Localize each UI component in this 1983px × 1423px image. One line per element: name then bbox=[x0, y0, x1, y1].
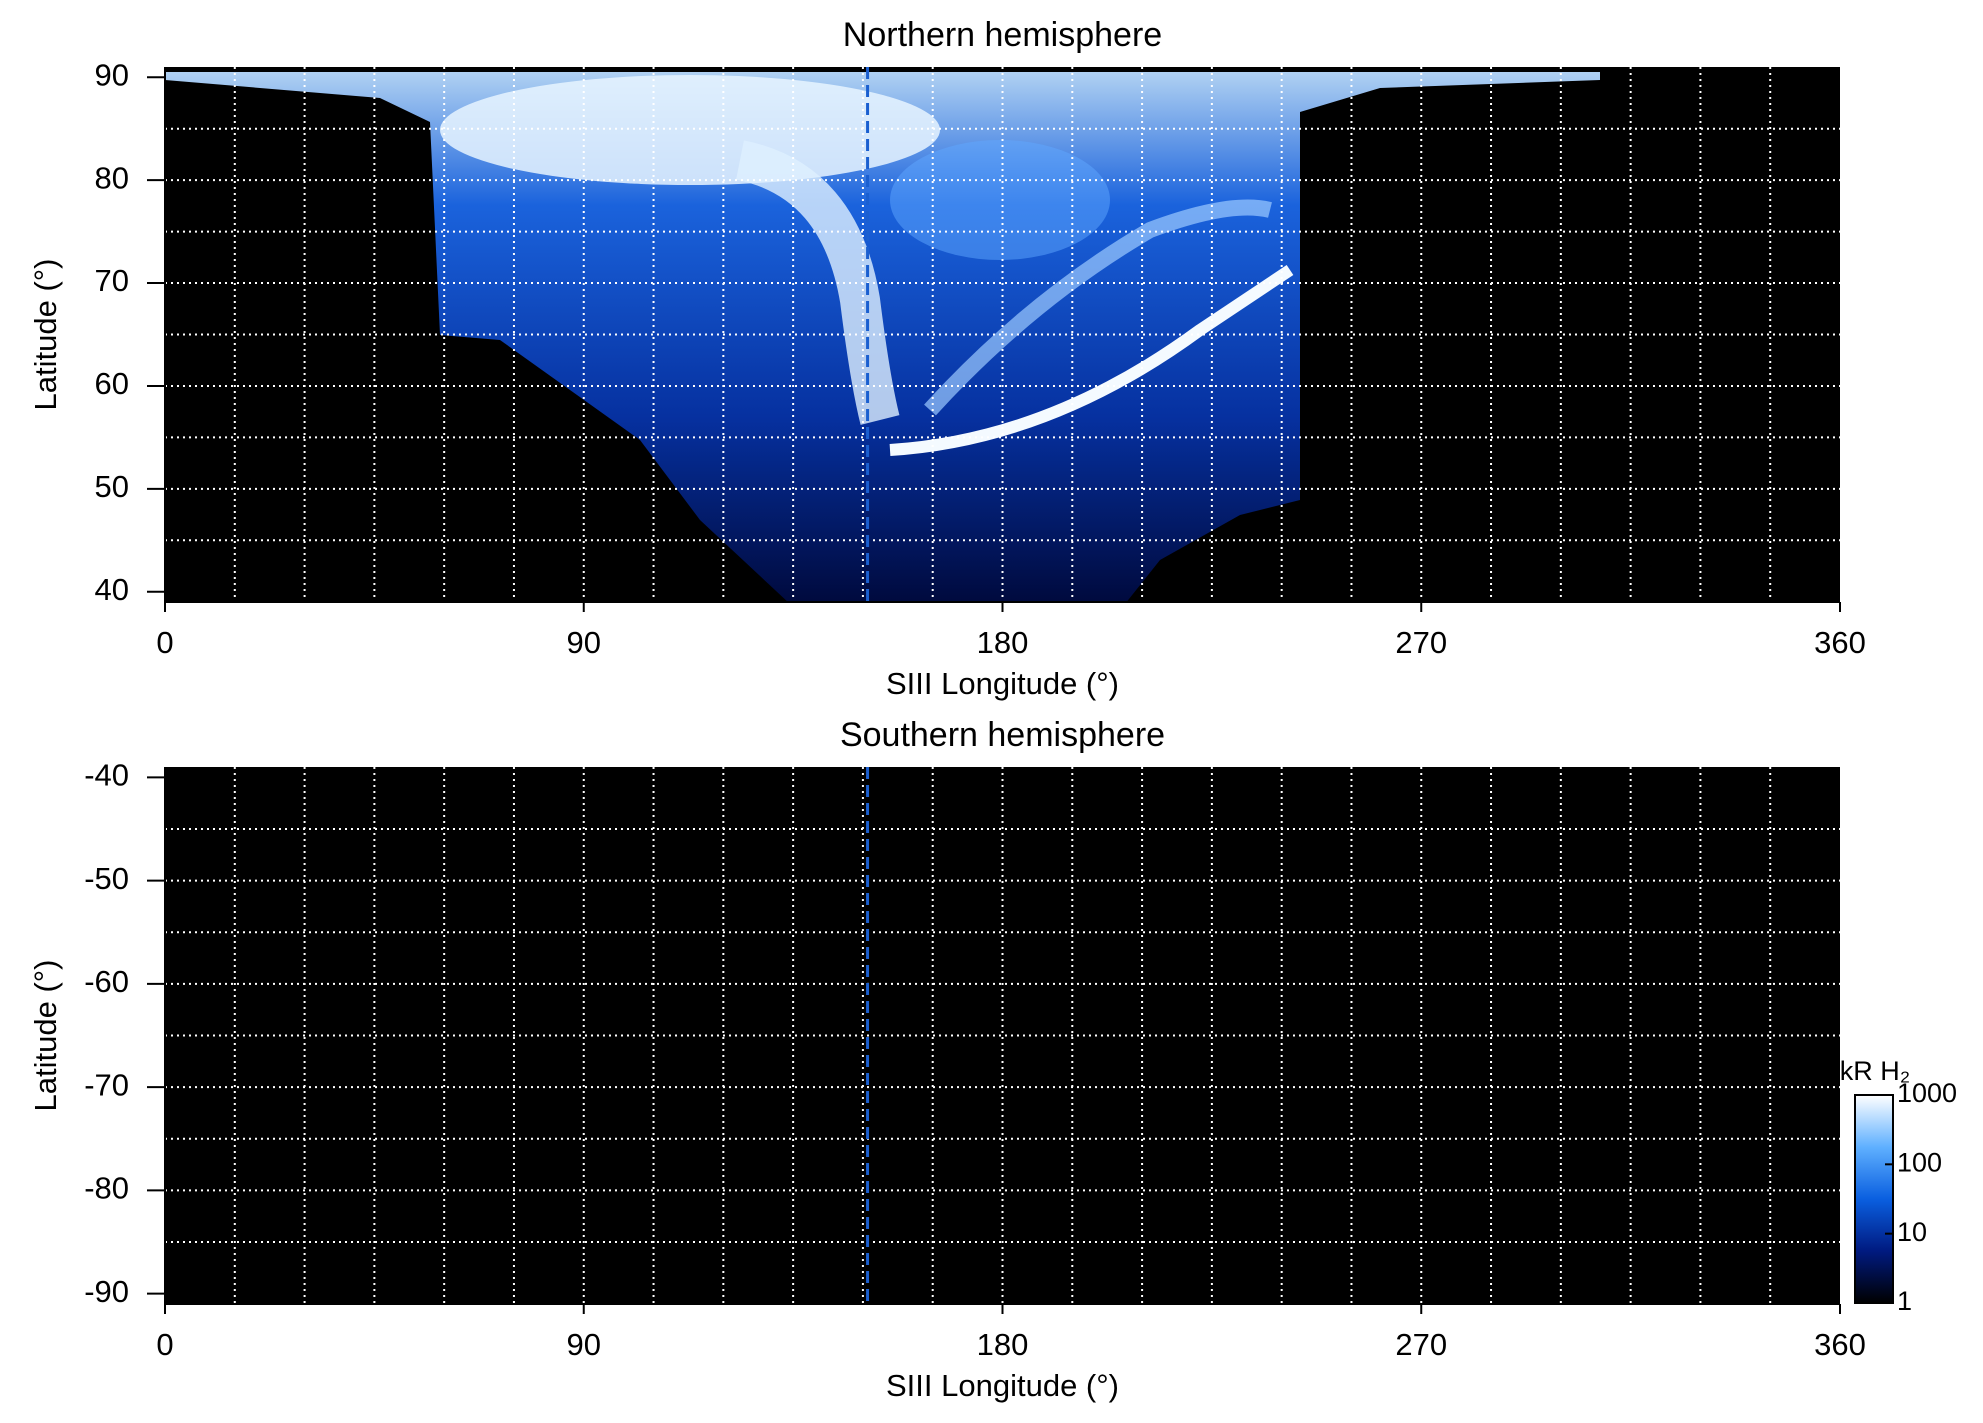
x-tick-label: 90 bbox=[567, 625, 601, 660]
plot-area bbox=[165, 767, 1840, 1304]
y-axis-label: Latitude (°) bbox=[28, 259, 63, 411]
x-tick-label: 180 bbox=[977, 625, 1029, 660]
x-tick-label: 180 bbox=[977, 1327, 1029, 1362]
colorbar-tick-label: 10 bbox=[1897, 1217, 1927, 1247]
y-tick-label: -90 bbox=[84, 1274, 129, 1309]
x-tick-label: 90 bbox=[567, 1327, 601, 1362]
x-tick-label: 360 bbox=[1814, 1327, 1866, 1362]
x-tick-label: 360 bbox=[1814, 625, 1866, 660]
x-tick-label: 0 bbox=[156, 625, 173, 660]
y-axis-label: Latitude (°) bbox=[28, 960, 63, 1112]
y-tick-label: -50 bbox=[84, 861, 129, 896]
y-tick-label: 60 bbox=[95, 366, 129, 401]
y-tick-label: 90 bbox=[95, 57, 129, 92]
colorbar bbox=[1854, 1094, 1894, 1304]
y-tick-label: -70 bbox=[84, 1067, 129, 1102]
y-tick-label: 80 bbox=[95, 160, 129, 195]
x-axis-label: SIII Longitude (°) bbox=[886, 1368, 1119, 1403]
colorbar-tick-label: 1 bbox=[1897, 1286, 1912, 1316]
y-tick-label: 40 bbox=[95, 572, 129, 607]
colorbar-tick-label: 100 bbox=[1897, 1147, 1942, 1177]
colorbar-tick-label: 1000 bbox=[1897, 1078, 1957, 1108]
colorbar-label: kR H₂ bbox=[1840, 1056, 1910, 1086]
y-tick-label: 50 bbox=[95, 469, 129, 504]
y-tick-label: -60 bbox=[84, 964, 129, 999]
x-tick-label: 270 bbox=[1395, 625, 1447, 660]
x-tick-label: 0 bbox=[156, 1327, 173, 1362]
y-tick-label: -80 bbox=[84, 1171, 129, 1206]
y-tick-label: -40 bbox=[84, 758, 129, 793]
chart-title: Southern hemisphere bbox=[840, 716, 1165, 754]
y-tick-label: 70 bbox=[95, 263, 129, 298]
chart-title: Northern hemisphere bbox=[843, 16, 1162, 54]
x-tick-label: 270 bbox=[1395, 1327, 1447, 1362]
aurora-image bbox=[165, 72, 1600, 602]
x-axis-label: SIII Longitude (°) bbox=[886, 666, 1119, 701]
